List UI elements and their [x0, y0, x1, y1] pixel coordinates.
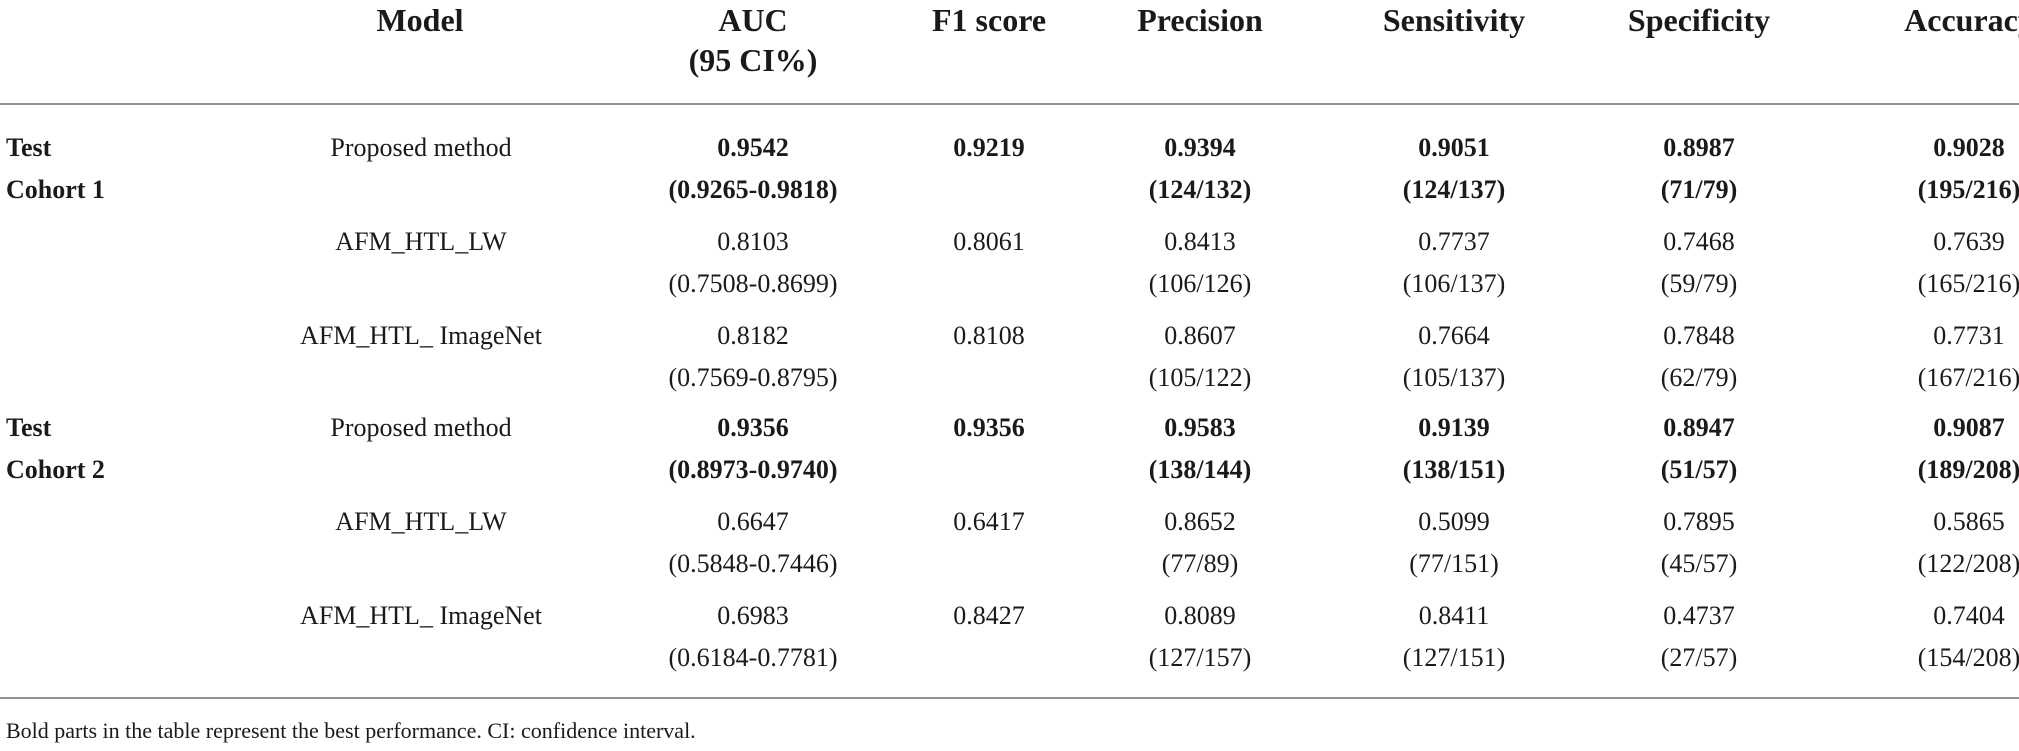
specificity-value: 0.4737	[1663, 601, 1735, 630]
table-row-model: AFM_HTL_LW	[335, 507, 507, 536]
f1-value: 0.9219	[953, 133, 1025, 162]
f1-value: 0.8427	[953, 601, 1025, 630]
precision-fraction: (127/157)	[1148, 643, 1252, 672]
accuracy-value: 0.9028	[1933, 133, 2005, 162]
accuracy-fraction: (195/216)	[1917, 175, 2019, 204]
header-divider	[0, 103, 2019, 105]
header-specificity: Specificity	[1627, 2, 1771, 38]
header-auc: AUC	[718, 2, 788, 38]
specificity-fraction: (62/79)	[1660, 363, 1738, 392]
auc-ci: (0.5848-0.7446)	[668, 549, 838, 578]
precision-value: 0.8089	[1164, 601, 1236, 630]
sensitivity-value: 0.8411	[1418, 601, 1490, 630]
precision-value: 0.8652	[1164, 507, 1236, 536]
table-bottom-divider	[0, 697, 2019, 699]
auc-ci: (0.7508-0.8699)	[668, 269, 838, 298]
accuracy-fraction: (167/216)	[1917, 363, 2019, 392]
specificity-value: 0.7848	[1663, 321, 1735, 350]
sensitivity-fraction: (124/137)	[1402, 175, 1506, 204]
auc-ci: (0.9265-0.9818)	[668, 175, 838, 204]
header-f1: F1 score	[931, 2, 1047, 38]
accuracy-value: 0.9087	[1933, 413, 2005, 442]
accuracy-fraction: (154/208)	[1917, 643, 2019, 672]
sensitivity-value: 0.7737	[1418, 227, 1490, 256]
header-precision: Precision	[1137, 2, 1263, 38]
sensitivity-value: 0.9139	[1418, 413, 1490, 442]
precision-fraction: (138/144)	[1148, 455, 1252, 484]
sensitivity-fraction: (77/151)	[1409, 549, 1499, 578]
specificity-value: 0.8987	[1663, 133, 1735, 162]
accuracy-value: 0.5865	[1933, 507, 2005, 536]
specificity-value: 0.7468	[1663, 227, 1735, 256]
sensitivity-fraction: (138/151)	[1402, 455, 1506, 484]
precision-value: 0.9394	[1164, 133, 1236, 162]
sensitivity-fraction: (106/137)	[1402, 269, 1506, 298]
auc-value: 0.8103	[717, 227, 789, 256]
accuracy-fraction: (189/208)	[1917, 455, 2019, 484]
sensitivity-fraction: (105/137)	[1402, 363, 1506, 392]
table-row-model: AFM_HTL_ ImageNet	[300, 601, 542, 630]
accuracy-fraction: (122/208)	[1917, 549, 2019, 578]
specificity-fraction: (59/79)	[1660, 269, 1738, 298]
accuracy-value: 0.7404	[1933, 601, 2005, 630]
specificity-fraction: (45/57)	[1660, 549, 1738, 578]
specificity-value: 0.8947	[1663, 413, 1735, 442]
auc-ci: (0.6184-0.7781)	[668, 643, 838, 672]
auc-value: 0.6647	[717, 507, 789, 536]
f1-value: 0.6417	[953, 507, 1025, 536]
f1-value: 0.9356	[953, 413, 1025, 442]
accuracy-fraction: (165/216)	[1917, 269, 2019, 298]
table-row-model: Proposed method	[330, 133, 512, 162]
auc-value: 0.8182	[717, 321, 789, 350]
group-1-label-line1: Test	[6, 133, 52, 162]
auc-value: 0.9356	[717, 413, 789, 442]
table-footnote: Bold parts in the table represent the be…	[6, 718, 696, 743]
precision-fraction: (77/89)	[1161, 549, 1239, 578]
group-1-label-line2: Cohort 1	[6, 175, 105, 204]
precision-value: 0.8413	[1164, 227, 1236, 256]
precision-fraction: (106/126)	[1148, 269, 1252, 298]
precision-value: 0.8607	[1164, 321, 1236, 350]
precision-value: 0.9583	[1164, 413, 1236, 442]
specificity-value: 0.7895	[1663, 507, 1735, 536]
auc-value: 0.6983	[717, 601, 789, 630]
auc-ci: (0.7569-0.8795)	[668, 363, 838, 392]
auc-ci: (0.8973-0.9740)	[668, 455, 838, 484]
auc-value: 0.9542	[717, 133, 789, 162]
table-row-model: AFM_HTL_LW	[335, 227, 507, 256]
specificity-fraction: (71/79)	[1660, 175, 1738, 204]
sensitivity-value: 0.9051	[1418, 133, 1490, 162]
sensitivity-value: 0.5099	[1418, 507, 1490, 536]
header-auc-ci: (95 CI%)	[688, 42, 818, 78]
precision-fraction: (124/132)	[1148, 175, 1252, 204]
f1-value: 0.8061	[953, 227, 1025, 256]
specificity-fraction: (27/57)	[1660, 643, 1738, 672]
accuracy-value: 0.7731	[1933, 321, 2005, 350]
header-sensitivity: Sensitivity	[1382, 2, 1526, 38]
table-row-model: Proposed method	[330, 413, 512, 442]
f1-value: 0.8108	[953, 321, 1025, 350]
precision-fraction: (105/122)	[1148, 363, 1252, 392]
accuracy-value: 0.7639	[1933, 227, 2005, 256]
sensitivity-fraction: (127/151)	[1402, 643, 1506, 672]
table-row-model: AFM_HTL_ ImageNet	[300, 321, 542, 350]
specificity-fraction: (51/57)	[1660, 455, 1738, 484]
header-accuracy: Accuracy	[1904, 2, 2019, 38]
sensitivity-value: 0.7664	[1418, 321, 1490, 350]
group-2-label-line1: Test	[6, 413, 52, 442]
header-model: Model	[376, 2, 464, 38]
group-2-label-line2: Cohort 2	[6, 455, 105, 484]
